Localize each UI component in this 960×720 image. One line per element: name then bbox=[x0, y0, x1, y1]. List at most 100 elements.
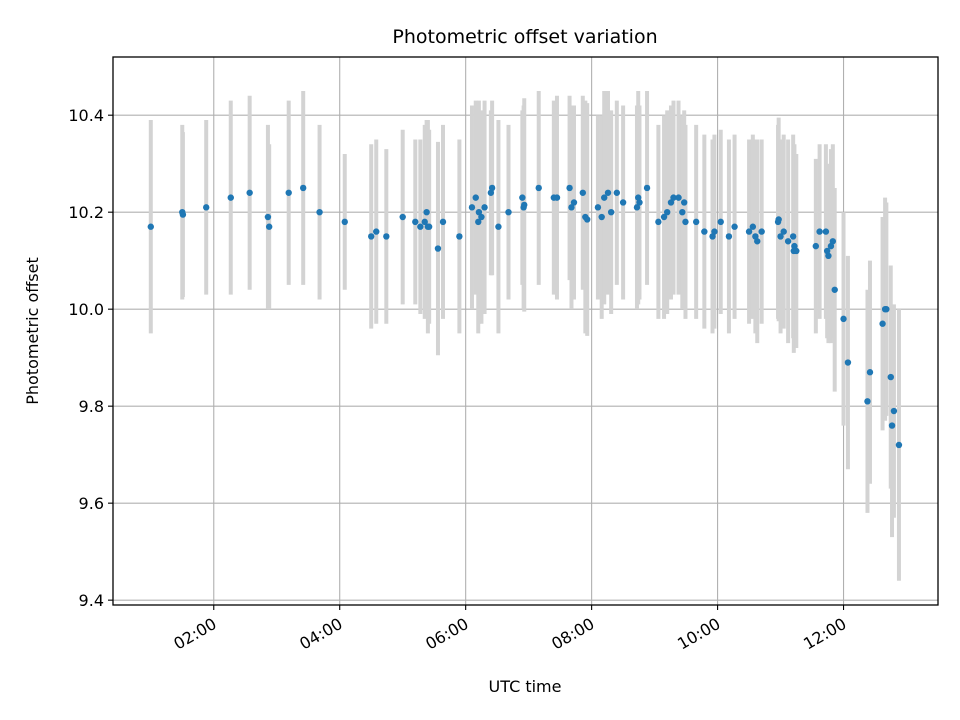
data-point bbox=[679, 208, 686, 216]
data-point bbox=[535, 184, 542, 192]
data-point bbox=[831, 286, 838, 293]
data-point bbox=[341, 218, 348, 226]
y-tick-label: 10.4 bbox=[68, 106, 104, 125]
data-point bbox=[481, 204, 488, 211]
data-point bbox=[495, 223, 502, 230]
data-point bbox=[421, 218, 428, 226]
y-axis-label: Photometric offset bbox=[23, 257, 42, 405]
data-point bbox=[478, 213, 485, 221]
data-point bbox=[147, 223, 154, 230]
data-point bbox=[829, 238, 837, 245]
data-point bbox=[417, 223, 424, 230]
data-point bbox=[607, 208, 615, 216]
data-point bbox=[265, 223, 273, 230]
data-point bbox=[264, 213, 272, 221]
data-point bbox=[636, 199, 643, 206]
data-point bbox=[682, 218, 689, 226]
data-point bbox=[619, 199, 627, 206]
data-point bbox=[566, 184, 573, 192]
data-point bbox=[789, 233, 797, 240]
data-point bbox=[475, 208, 483, 216]
data-point bbox=[784, 238, 792, 245]
data-point bbox=[883, 305, 890, 313]
data-point bbox=[434, 245, 442, 252]
data-point bbox=[179, 211, 187, 218]
data-point bbox=[823, 247, 831, 255]
data-point bbox=[681, 199, 688, 206]
data-point bbox=[475, 218, 482, 226]
data-point bbox=[864, 398, 871, 405]
data-point bbox=[754, 238, 761, 245]
data-point bbox=[643, 184, 651, 192]
data-point bbox=[423, 208, 430, 216]
data-point bbox=[660, 213, 668, 221]
data-point bbox=[568, 204, 575, 211]
data-point bbox=[488, 184, 496, 192]
data-point bbox=[701, 228, 708, 235]
data-point bbox=[793, 247, 800, 255]
data-point bbox=[412, 218, 419, 226]
y-tick-label: 9.4 bbox=[79, 591, 104, 610]
data-point bbox=[425, 223, 433, 230]
data-point bbox=[890, 407, 898, 415]
data-point bbox=[579, 189, 587, 196]
data-point bbox=[521, 201, 528, 209]
data-point bbox=[866, 369, 874, 376]
data-point bbox=[692, 218, 700, 226]
data-point bbox=[711, 228, 718, 235]
data-point bbox=[594, 204, 602, 211]
data-point bbox=[780, 228, 787, 235]
data-point bbox=[827, 242, 835, 250]
y-tick-label: 10.2 bbox=[68, 203, 104, 222]
data-point bbox=[816, 228, 823, 235]
data-point bbox=[812, 242, 820, 250]
data-point bbox=[570, 199, 578, 206]
chart-title: Photometric offset variation bbox=[392, 26, 657, 48]
data-point bbox=[758, 228, 765, 235]
data-point bbox=[887, 373, 894, 381]
data-point bbox=[731, 223, 738, 230]
x-axis-label: UTC time bbox=[489, 677, 562, 696]
data-point bbox=[822, 228, 830, 235]
data-point bbox=[709, 233, 716, 240]
data-point bbox=[598, 213, 605, 221]
data-point bbox=[472, 194, 479, 201]
y-tick-label: 9.6 bbox=[79, 494, 104, 513]
data-point bbox=[468, 204, 476, 211]
data-point bbox=[368, 233, 375, 240]
data-point bbox=[745, 228, 753, 235]
y-axis-ticks: 9.4 9.6 9.8 10.0 10.2 10.4 bbox=[68, 106, 113, 610]
data-point bbox=[717, 218, 724, 226]
data-point bbox=[456, 233, 463, 240]
data-point bbox=[667, 199, 675, 206]
data-point bbox=[888, 422, 896, 429]
data-point bbox=[505, 208, 512, 216]
data-point bbox=[895, 441, 903, 449]
data-point bbox=[604, 189, 612, 196]
data-point bbox=[316, 208, 323, 216]
data-point bbox=[373, 228, 380, 235]
data-point bbox=[675, 194, 682, 201]
data-point bbox=[285, 189, 292, 196]
data-point bbox=[399, 213, 406, 221]
data-point bbox=[655, 218, 662, 226]
data-point bbox=[670, 194, 677, 201]
data-point bbox=[299, 184, 307, 192]
data-point bbox=[439, 218, 447, 226]
data-point bbox=[203, 204, 210, 211]
data-points bbox=[147, 184, 903, 449]
data-point bbox=[227, 194, 234, 201]
data-point bbox=[246, 189, 253, 196]
data-point bbox=[663, 208, 671, 216]
data-point bbox=[383, 233, 390, 240]
data-point bbox=[791, 242, 798, 250]
data-point bbox=[777, 233, 784, 240]
data-point bbox=[584, 216, 591, 223]
data-point bbox=[825, 252, 832, 260]
data-point bbox=[613, 189, 621, 196]
data-point bbox=[725, 233, 733, 240]
plot-frame bbox=[112, 56, 939, 606]
data-point bbox=[879, 320, 886, 327]
data-point bbox=[519, 194, 526, 201]
